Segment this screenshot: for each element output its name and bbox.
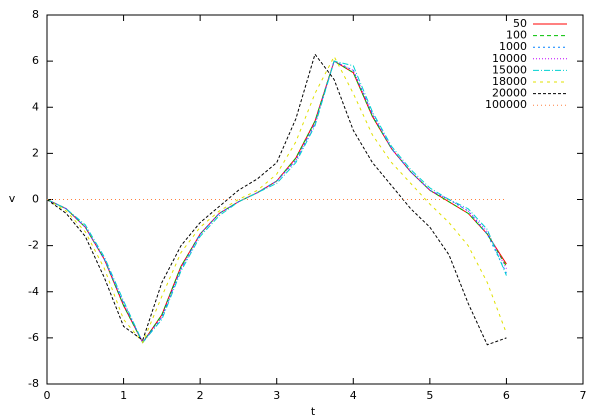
y-tick-label: -2 (28, 239, 39, 252)
y-tick-label: -4 (28, 285, 39, 298)
legend-label: 20000 (492, 87, 527, 100)
y-tick-label: -6 (28, 331, 39, 344)
x-tick-label: 0 (44, 389, 51, 402)
series-line (46, 55, 507, 344)
y-tick-label: 8 (32, 8, 39, 21)
y-tick-label: -8 (28, 377, 39, 390)
legend-label: 100 (506, 29, 527, 42)
series-line (46, 60, 507, 344)
x-axis-label: t (311, 405, 316, 418)
x-tick-label: 2 (197, 389, 204, 402)
legend-label: 1000 (499, 40, 527, 53)
series-line (46, 60, 507, 344)
x-tick-label: 7 (580, 389, 587, 402)
x-tick-label: 1 (120, 389, 127, 402)
y-tick-label: 6 (32, 54, 39, 67)
x-tick-label: 6 (503, 389, 510, 402)
legend-label: 10000 (492, 52, 527, 65)
legend-label: 100000 (485, 98, 527, 111)
legend-label: 18000 (492, 75, 527, 88)
y-tick-label: 4 (32, 100, 39, 113)
x-tick-label: 3 (273, 389, 280, 402)
x-tick-label: 5 (426, 389, 433, 402)
series-line (46, 53, 507, 346)
y-tick-label: 0 (32, 193, 39, 206)
series-line (46, 60, 507, 344)
y-axis-label: v (9, 192, 16, 205)
series-line (46, 60, 507, 344)
x-tick-label: 4 (350, 389, 357, 402)
y-tick-label: 2 (32, 146, 39, 159)
legend-label: 15000 (492, 63, 527, 76)
legend-label: 50 (513, 17, 527, 30)
series-line (46, 60, 507, 344)
